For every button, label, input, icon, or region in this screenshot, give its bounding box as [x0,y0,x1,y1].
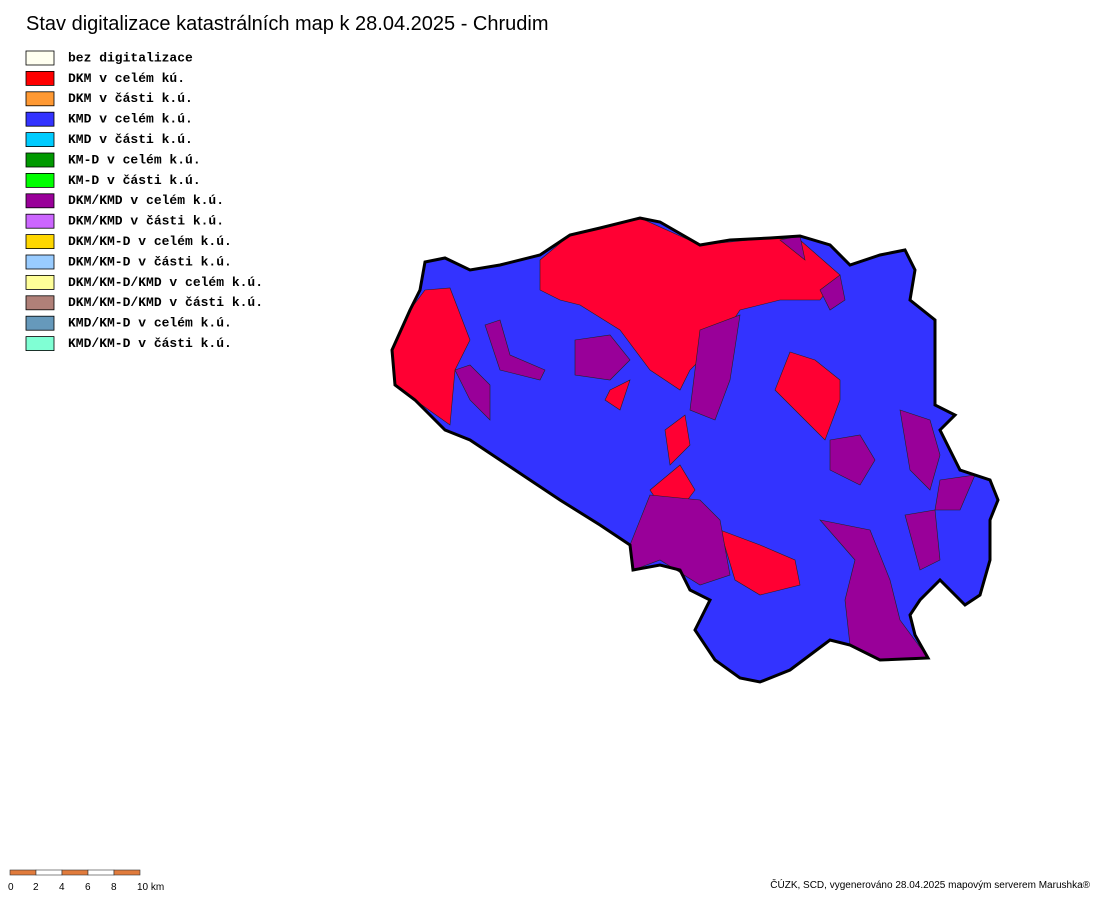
legend-label: DKM/KMD v části k.ú. [68,214,224,229]
legend-label: bez digitalizace [68,50,193,65]
scale-label: 10 km [137,882,164,893]
legend-label: KM-D v části k.ú. [68,173,201,188]
legend-swatch [25,274,55,290]
legend-swatch [25,336,55,352]
scale-segment [35,869,63,876]
legend-label: DKM/KM-D v části k.ú. [68,254,232,269]
legend-swatch [25,254,55,270]
scale-bar: 0 2 4 6 8 10 km [8,869,164,893]
legend-label: DKM/KM-D/KMD v celém k.ú. [68,275,263,290]
legend-label: KMD v celém k.ú. [68,112,193,127]
legend-swatch [25,213,55,229]
legend-swatch [25,71,55,86]
legend-swatch [25,193,55,209]
legend-label: KMD/KM-D v části k.ú. [68,336,232,351]
legend-swatch [25,91,55,107]
legend-label: KMD/KM-D v celém k.ú. [68,316,232,331]
title: Stav digitalizace katastrálních map k 28… [26,13,549,35]
legend-swatch [25,234,55,250]
legend-swatch [25,50,55,66]
scale-segment [9,869,37,876]
legend-swatch [25,152,55,168]
credit: ČÚZK, SCD, vygenerováno 28.04.2025 mapov… [770,878,1090,891]
legend-label: DKM v celém kú. [68,71,185,86]
scale-segment [113,869,141,876]
dkm-kmd-areas [454,235,976,661]
legend-label: DKM v části k.ú. [68,91,193,106]
scale-label: 6 [85,882,91,893]
scale-segment [61,869,89,876]
map [390,216,1000,684]
legend-swatch [25,172,55,188]
scale-label: 0 [8,882,14,893]
legend-label: DKM/KM-D/KMD v části k.ú. [68,295,263,310]
legend-swatch [25,132,55,148]
legend: bez digitalizace DKM v celém kú. DKM v čás… [25,50,263,352]
legend-swatch [25,111,55,127]
scale-label: 8 [111,882,117,893]
scale-segment [87,869,115,876]
legend-label: DKM/KMD v celém k.ú. [68,193,224,208]
scale-label: 4 [59,882,65,893]
legend-label: DKM/KM-D v celém k.ú. [68,234,232,249]
scale-label: 2 [33,882,39,893]
district-border [390,216,1000,684]
legend-swatch [25,315,55,331]
legend-label: KMD v části k.ú. [68,132,193,147]
legend-label: KM-D v celém k.ú. [68,152,201,167]
legend-swatch [25,295,55,311]
